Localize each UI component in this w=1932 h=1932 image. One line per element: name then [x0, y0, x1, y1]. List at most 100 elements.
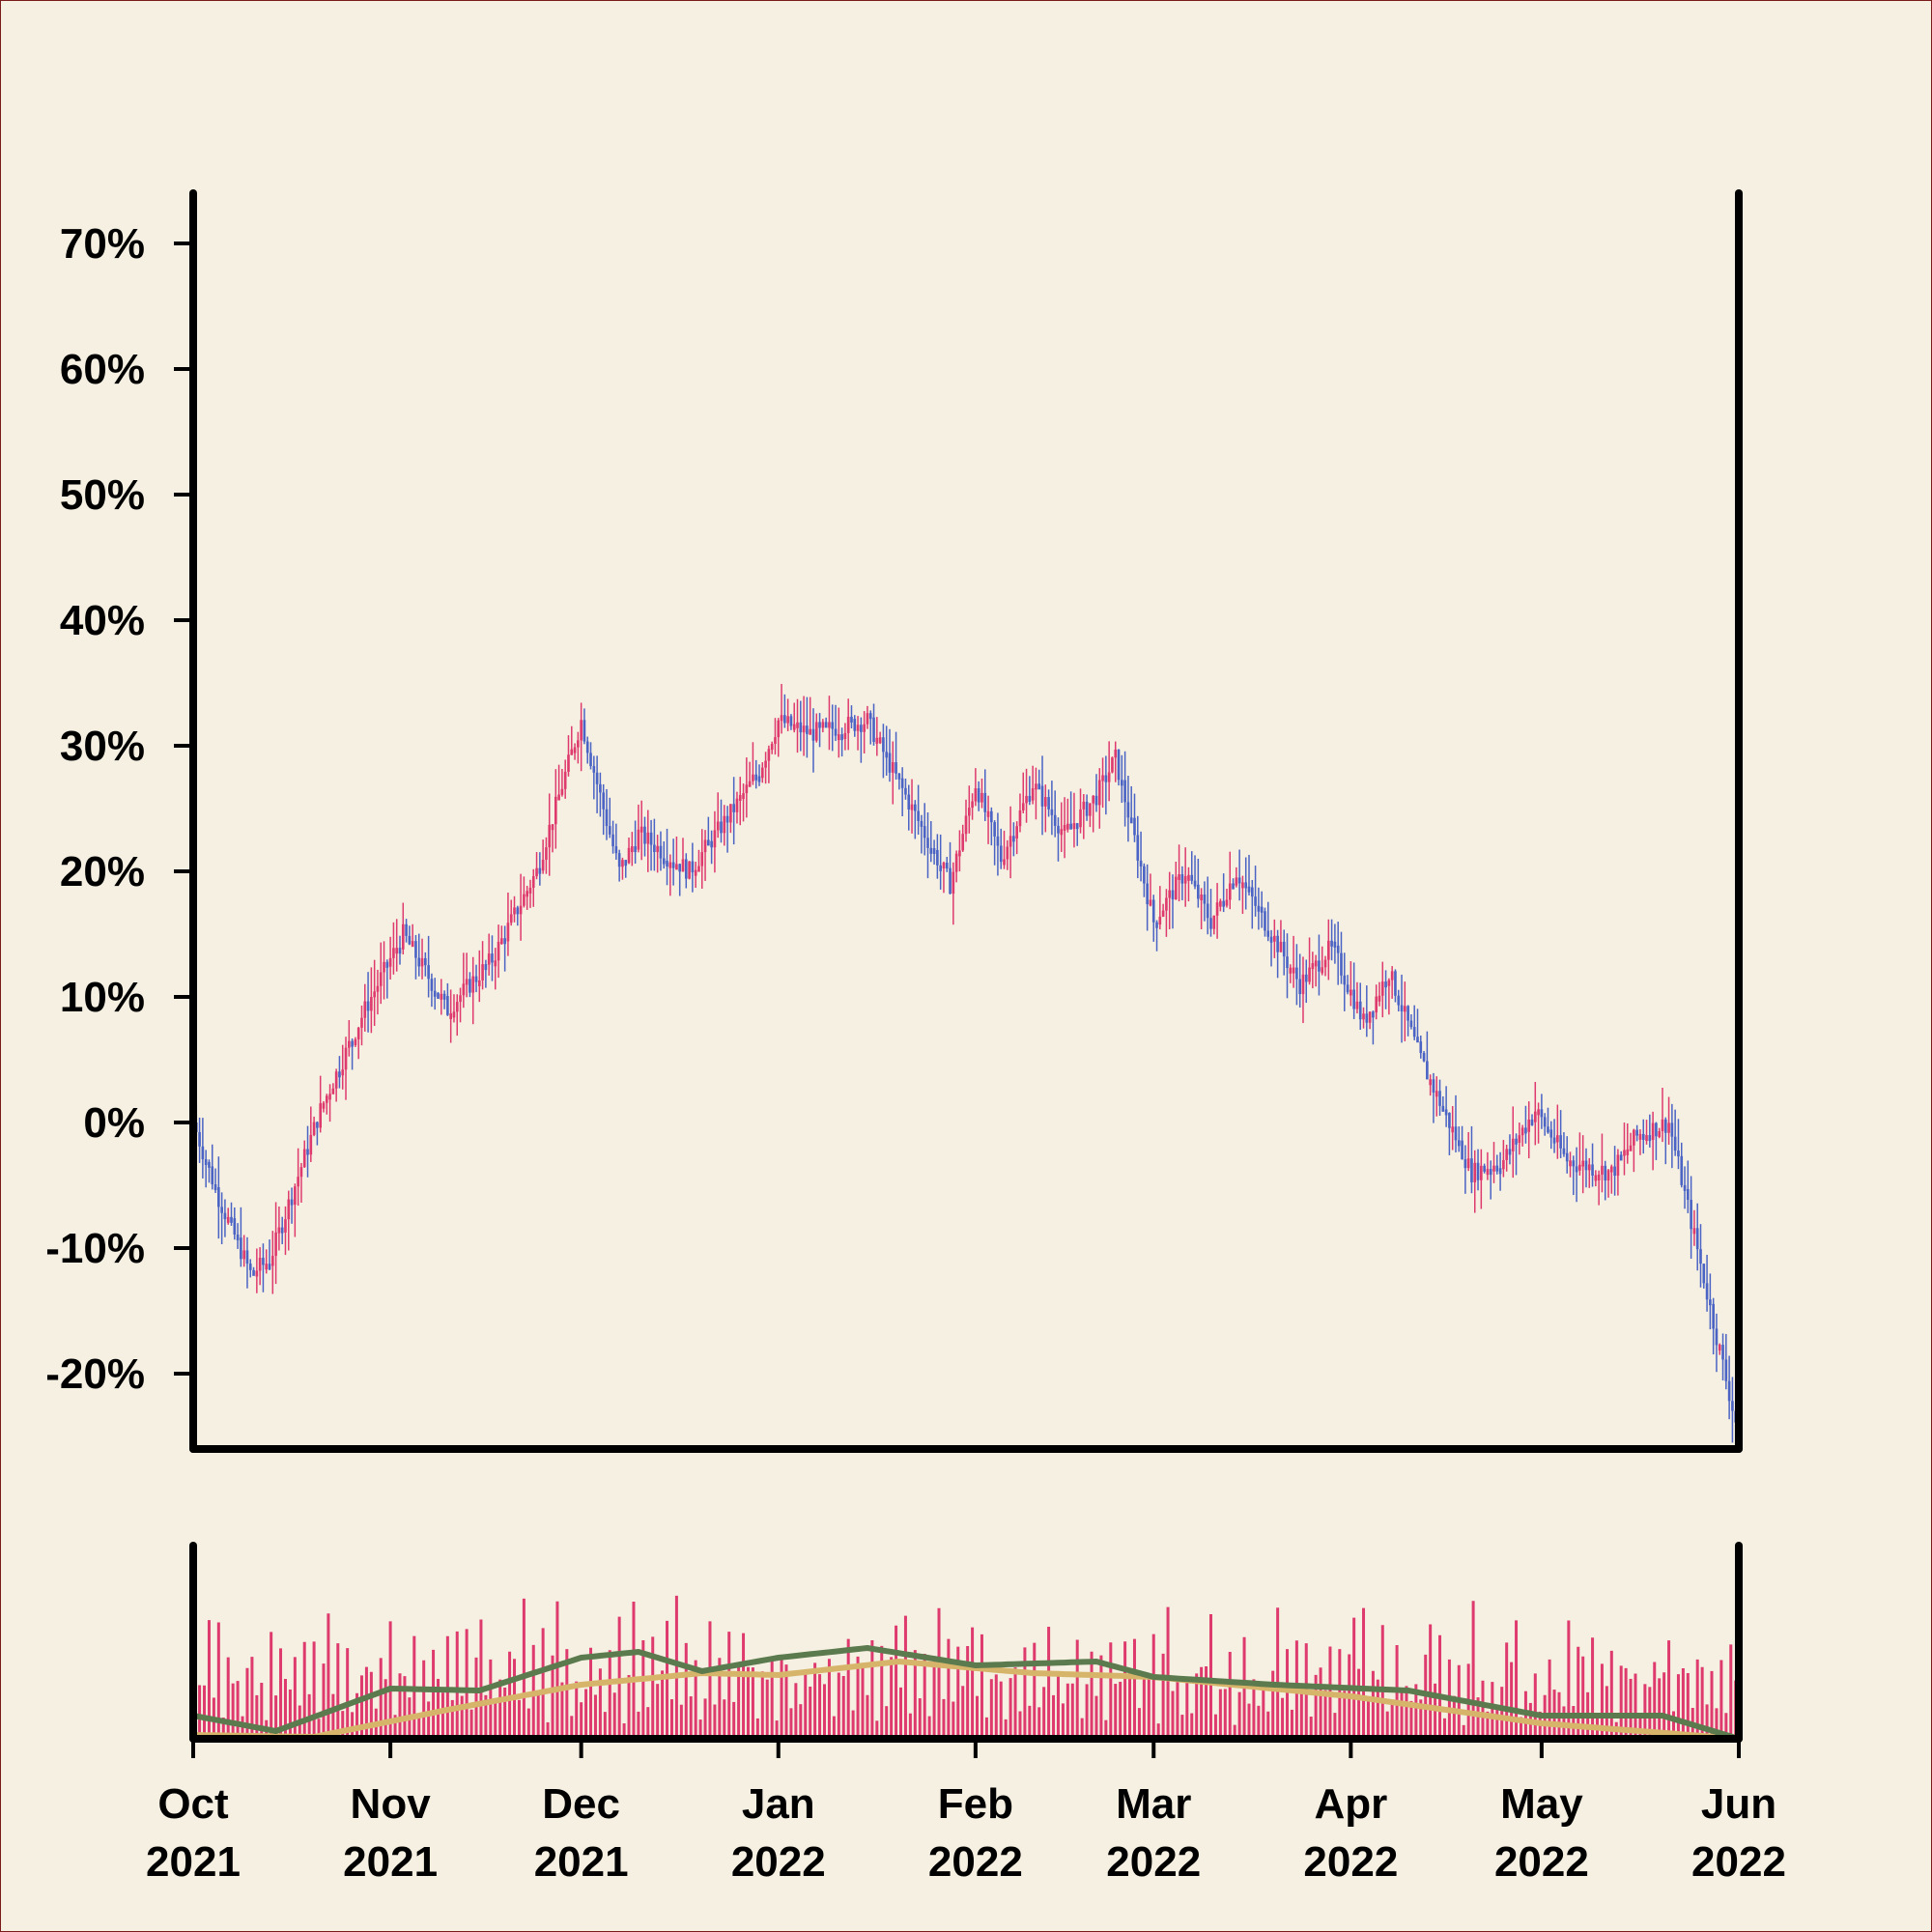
candle-down — [1121, 780, 1123, 786]
candle-down — [351, 1040, 354, 1047]
candle-up — [1645, 1135, 1648, 1142]
candle-up — [1435, 1091, 1438, 1097]
candle-up — [1527, 1119, 1531, 1132]
x-axis: Oct 2021 Nov 2021 Dec 2021 Jan 2022 Feb 2022 Mar 20… — [146, 1739, 1786, 1886]
candle-down — [1613, 1166, 1616, 1177]
volume-ma-slow-line — [192, 1659, 1740, 1742]
candle-up — [1609, 1166, 1613, 1173]
candle-up — [681, 859, 685, 872]
candle-up — [1158, 916, 1162, 925]
candle-down — [1333, 941, 1337, 948]
candle-down — [907, 794, 911, 810]
candle-down — [248, 1264, 252, 1270]
candle-up — [735, 798, 739, 812]
candle-down — [789, 716, 793, 726]
candle-up — [477, 980, 481, 986]
candle-up — [668, 862, 672, 868]
candle-up — [1314, 960, 1318, 967]
candle-up — [1101, 775, 1104, 781]
candle-down — [643, 826, 646, 844]
y-tick-label: 10% — [60, 974, 145, 1021]
candle-down — [1406, 1006, 1409, 1021]
candle-up — [637, 829, 640, 850]
candle-down — [614, 846, 618, 854]
candle-down — [1206, 903, 1209, 919]
candle-down — [1040, 785, 1044, 807]
candle-up — [1502, 1159, 1505, 1170]
candle-up — [373, 991, 376, 998]
candle-down — [897, 773, 901, 780]
candle-up — [1537, 1109, 1540, 1116]
candle-down — [1412, 1027, 1416, 1037]
candle-up — [379, 972, 383, 986]
x-tick-label-year: 2022 — [928, 1838, 1023, 1886]
candle-down — [885, 752, 889, 758]
candle-down — [595, 772, 599, 784]
candle-down — [853, 719, 857, 731]
candle-down — [1562, 1148, 1566, 1154]
candle-down — [201, 1146, 205, 1160]
candle-down — [1695, 1228, 1699, 1250]
candle-down — [602, 792, 606, 810]
candle-up — [878, 737, 882, 744]
candle-down — [1069, 823, 1072, 830]
candle-up — [392, 948, 395, 958]
candle-down — [1699, 1249, 1702, 1264]
y-tick-label: 60% — [60, 346, 145, 393]
candle-up — [1311, 963, 1315, 970]
candle-down — [1209, 918, 1212, 929]
candle-down — [503, 938, 506, 945]
x-tick-label-month: Jan — [742, 1780, 815, 1828]
candle-down — [1282, 941, 1286, 957]
candle-down — [385, 961, 389, 968]
x-tick-label-year: 2022 — [1494, 1838, 1589, 1886]
candle-down — [1680, 1155, 1684, 1185]
candle-down — [720, 821, 723, 834]
candle-down — [1543, 1117, 1547, 1127]
candle-up — [1289, 967, 1293, 974]
candle-down — [1702, 1264, 1706, 1284]
candle-up — [1638, 1133, 1642, 1140]
candle-down — [1575, 1166, 1578, 1173]
candle-up — [958, 850, 961, 857]
candle-up — [1187, 874, 1190, 881]
candle-down — [1193, 880, 1197, 887]
candle-down — [840, 734, 843, 741]
candle-down — [949, 867, 952, 895]
candle-up — [1279, 941, 1283, 952]
candle-up — [523, 894, 526, 906]
candle-up — [796, 722, 799, 728]
candle-up — [577, 740, 580, 748]
candle-up — [287, 1199, 291, 1220]
candle-up — [348, 1040, 351, 1048]
candle-up — [1009, 836, 1012, 847]
candle-down — [306, 1149, 309, 1155]
y-tick-label: 40% — [60, 597, 145, 644]
candle-down — [252, 1269, 255, 1276]
candle-up — [1511, 1138, 1515, 1151]
candle-down — [914, 804, 917, 811]
candle-up — [770, 744, 774, 751]
candle-up — [360, 1017, 363, 1028]
candle-up — [481, 964, 484, 980]
candle-down — [1619, 1154, 1623, 1161]
candle-down — [1085, 801, 1089, 816]
candle-up — [265, 1264, 269, 1270]
candle-down — [1050, 809, 1054, 815]
candle-up — [621, 860, 624, 867]
candle-down — [1727, 1380, 1731, 1402]
candle-down — [1591, 1164, 1594, 1176]
candle-down — [1104, 775, 1108, 782]
candle-up — [459, 995, 462, 1003]
candle-up — [1404, 1006, 1406, 1012]
candle-down — [592, 766, 596, 773]
candle-up — [341, 1069, 345, 1076]
candle-down — [783, 715, 786, 724]
candle-up — [1168, 890, 1172, 898]
y-tick-label: 50% — [60, 471, 145, 519]
candle-up — [1165, 897, 1168, 911]
x-tick-label-month: Mar — [1116, 1780, 1191, 1828]
candle-up — [541, 860, 545, 871]
candle-up — [910, 804, 914, 810]
candle-up — [688, 861, 691, 879]
